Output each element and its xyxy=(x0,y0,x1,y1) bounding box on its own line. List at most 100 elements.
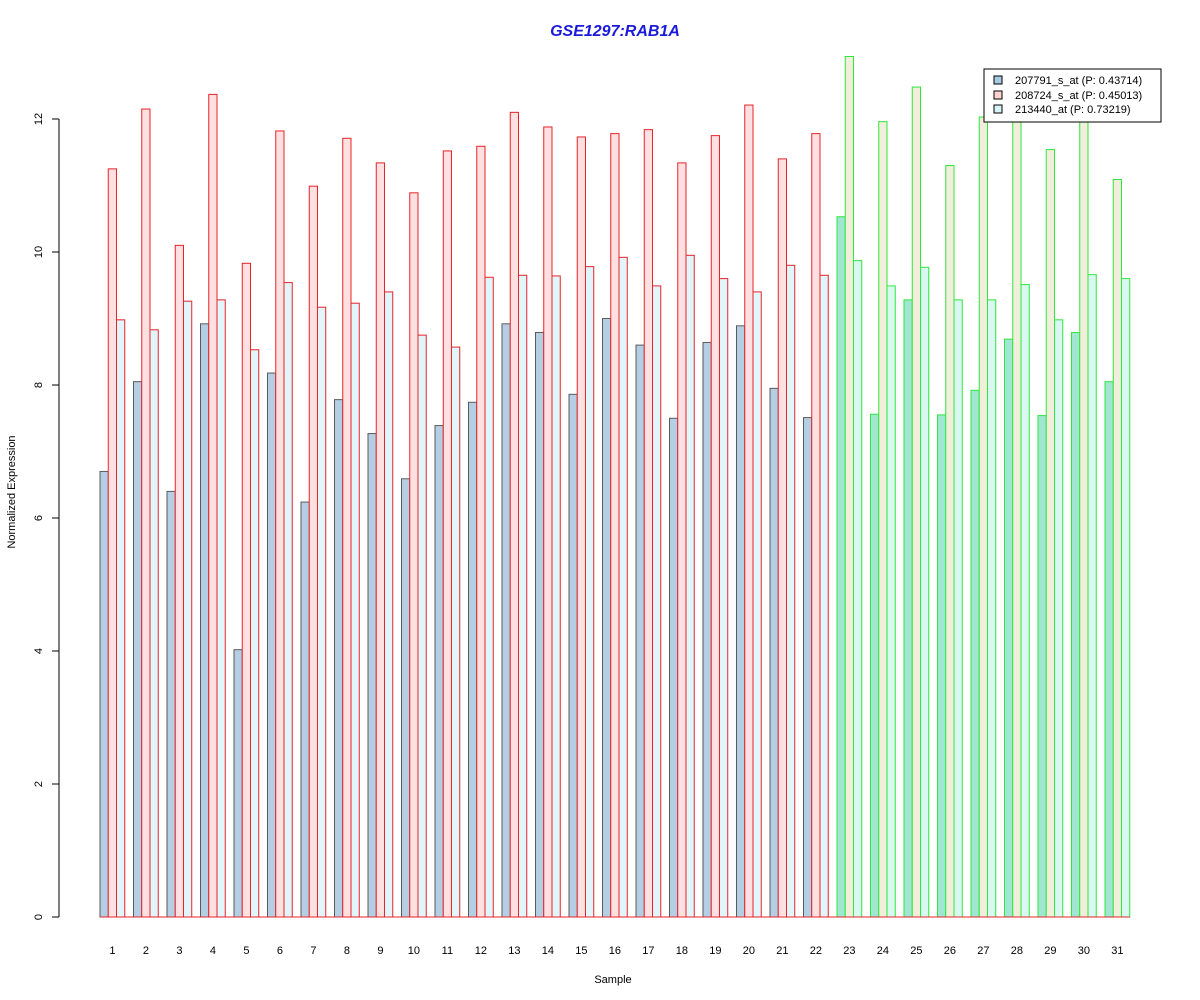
x-axis-ticks: 1 2 3 4 5 6 7 8 9 10 11 12 13 14 15 16 17 18 19 20 21 22 23 24 2… xyxy=(109,945,1123,957)
legend-swatch-207791 xyxy=(993,75,1003,85)
bar-sample-22-series-1 xyxy=(803,417,813,918)
y-tick-label: 4 xyxy=(33,648,45,654)
bar-sample-10-series-1 xyxy=(401,478,411,918)
x-tick-label: 5 xyxy=(243,945,249,957)
bar-sample-4-series-3 xyxy=(216,299,226,918)
bar-sample-23-series-3 xyxy=(853,260,863,918)
x-tick-label: 21 xyxy=(776,945,788,957)
bar-sample-2-series-3 xyxy=(149,329,159,918)
y-tick-label: 8 xyxy=(33,382,45,388)
bar-sample-20-series-1 xyxy=(736,325,746,918)
bar-sample-14-series-1 xyxy=(535,331,545,918)
bar-sample-18-series-1 xyxy=(669,417,679,918)
bar-sample-4-series-1 xyxy=(200,323,210,918)
y-tick-label: 10 xyxy=(33,246,45,258)
bar-sample-17-series-3 xyxy=(652,285,662,918)
bar-sample-20-series-3 xyxy=(752,291,762,918)
bar-sample-21-series-3 xyxy=(786,264,796,918)
bar-sample-29-series-1 xyxy=(1037,415,1047,918)
bar-sample-28-series-2 xyxy=(1012,117,1022,918)
bar-sample-14-series-2 xyxy=(543,126,553,918)
x-tick-label: 28 xyxy=(1011,945,1023,957)
bar-sample-6-series-3 xyxy=(283,282,293,918)
legend-swatch-208724 xyxy=(993,90,1003,100)
bar-sample-3-series-1 xyxy=(166,490,176,918)
bar-sample-16-series-3 xyxy=(618,256,628,918)
x-tick-label: 24 xyxy=(877,945,889,957)
bar-sample-1-series-3 xyxy=(116,319,126,918)
y-tick-label: 0 xyxy=(33,914,45,920)
bar-sample-25-series-2 xyxy=(911,86,921,918)
bar-sample-3-series-3 xyxy=(183,300,193,918)
bar-sample-9-series-2 xyxy=(375,162,385,918)
bar-sample-1-series-2 xyxy=(107,168,117,918)
x-tick-label: 19 xyxy=(709,945,721,957)
bar-sample-21-series-2 xyxy=(777,158,787,918)
legend-entry-208724: 208724_s_at (P: 0.45013) xyxy=(1015,90,1142,102)
x-tick-label: 18 xyxy=(676,945,688,957)
x-tick-label: 3 xyxy=(176,945,182,957)
bar-sample-24-series-2 xyxy=(878,121,888,918)
bar-sample-26-series-1 xyxy=(937,414,947,918)
chart-title: GSE1297:RAB1A xyxy=(550,23,680,40)
bar-sample-25-series-3 xyxy=(920,266,930,918)
bar-sample-9-series-3 xyxy=(384,291,394,918)
bar-sample-15-series-3 xyxy=(585,266,595,918)
x-tick-label: 12 xyxy=(475,945,487,957)
bar-sample-22-series-3 xyxy=(819,274,829,918)
bar-sample-23-series-1 xyxy=(836,216,846,918)
bar-sample-29-series-2 xyxy=(1045,149,1055,918)
bar-sample-13-series-2 xyxy=(509,111,519,918)
bar-sample-29-series-3 xyxy=(1054,319,1064,918)
x-tick-label: 14 xyxy=(542,945,554,957)
y-axis: 0 2 4 6 8 10 12 xyxy=(33,113,60,920)
bar-sample-12-series-2 xyxy=(476,145,486,918)
bar-sample-8-series-3 xyxy=(350,302,360,918)
bar-sample-31-series-2 xyxy=(1112,179,1122,918)
bar-sample-25-series-1 xyxy=(903,299,913,918)
bar-sample-11-series-2 xyxy=(442,150,452,918)
bar-sample-19-series-1 xyxy=(702,341,712,918)
bar-sample-26-series-3 xyxy=(953,299,963,918)
bar-sample-18-series-3 xyxy=(685,254,695,918)
x-tick-label: 2 xyxy=(143,945,149,957)
y-tick-label: 12 xyxy=(33,113,45,125)
legend: 207791_s_at (P: 0.43714) 208724_s_at (P:… xyxy=(983,68,1162,123)
bar-sample-10-series-3 xyxy=(417,334,427,918)
bar-sample-27-series-1 xyxy=(970,389,980,918)
bar-sample-27-series-2 xyxy=(978,116,988,918)
bar-sample-21-series-1 xyxy=(769,387,779,918)
x-tick-label: 9 xyxy=(377,945,383,957)
bar-sample-17-series-2 xyxy=(643,129,653,918)
bars-layer xyxy=(99,55,1131,918)
bar-sample-28-series-3 xyxy=(1020,284,1030,918)
bar-sample-15-series-1 xyxy=(568,393,578,918)
bar-sample-6-series-1 xyxy=(267,372,277,918)
bar-sample-31-series-3 xyxy=(1121,278,1131,918)
bar-sample-6-series-2 xyxy=(275,130,285,918)
bar-sample-9-series-1 xyxy=(367,433,377,918)
y-tick-label: 2 xyxy=(33,781,45,787)
x-tick-label: 22 xyxy=(810,945,822,957)
x-tick-label: 13 xyxy=(508,945,520,957)
legend-box xyxy=(983,68,1162,123)
x-tick-label: 10 xyxy=(408,945,420,957)
bar-sample-7-series-3 xyxy=(317,306,327,918)
bar-sample-19-series-2 xyxy=(710,135,720,918)
bar-sample-3-series-2 xyxy=(174,244,184,918)
x-tick-label: 27 xyxy=(977,945,989,957)
bar-sample-8-series-2 xyxy=(342,137,352,918)
x-tick-label: 11 xyxy=(442,945,453,957)
bar-sample-2-series-1 xyxy=(133,381,143,918)
bar-sample-10-series-2 xyxy=(409,192,419,918)
bar-sample-14-series-3 xyxy=(551,275,561,918)
bar-sample-23-series-2 xyxy=(844,55,854,918)
bar-sample-19-series-3 xyxy=(719,278,729,918)
legend-swatch-213440 xyxy=(993,104,1003,114)
bar-sample-16-series-2 xyxy=(610,133,620,918)
x-tick-label: 29 xyxy=(1044,945,1056,957)
bar-sample-31-series-1 xyxy=(1104,381,1114,918)
bar-sample-27-series-3 xyxy=(987,299,997,918)
bar-sample-20-series-2 xyxy=(744,104,754,918)
